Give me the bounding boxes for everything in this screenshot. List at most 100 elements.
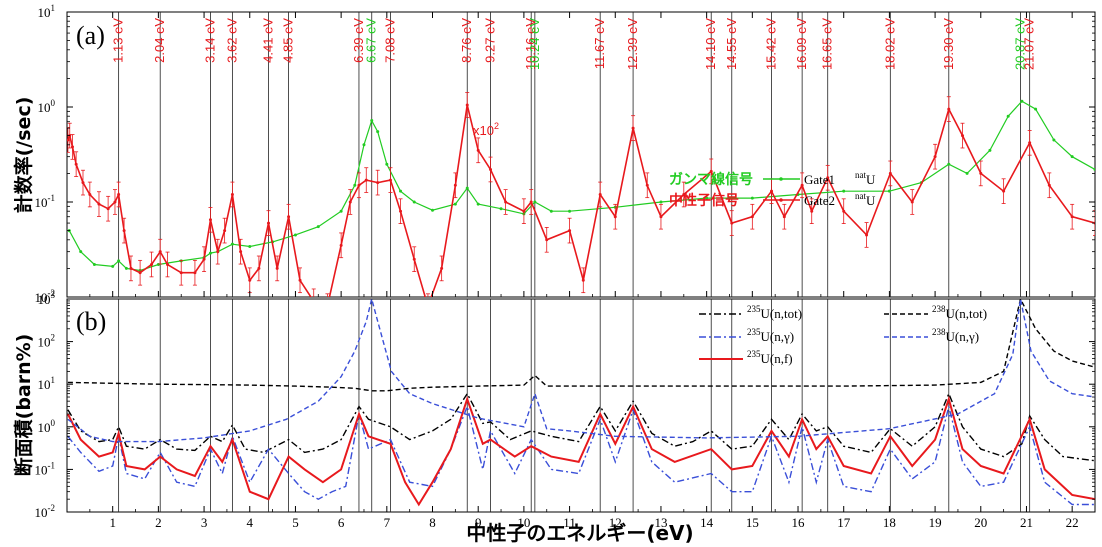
legend-b-name: U(n,tot) [761, 306, 803, 321]
series-a-point-1 [208, 218, 212, 222]
series-a-point-1 [239, 250, 243, 254]
series-a-point-1 [357, 183, 361, 187]
series-a-point-1 [257, 266, 261, 270]
series-a-point-1 [97, 202, 101, 206]
series-a-point-1 [522, 209, 526, 213]
series-a-point-0 [385, 162, 389, 166]
tick-exp: -2 [48, 288, 56, 298]
series-b-line-4 [67, 299, 1095, 443]
series-a-point-1 [122, 229, 126, 233]
series-a-point-0 [362, 143, 366, 147]
x-tick-label-4: 5 [292, 515, 299, 530]
series-a-point-1 [1070, 215, 1074, 219]
series-a-point-1 [275, 266, 279, 270]
series-a-point-0 [887, 189, 891, 193]
series-a-point-1 [113, 200, 117, 204]
series-a-point-1 [598, 192, 602, 196]
x-tick-label-3: 4 [247, 515, 254, 530]
x-tick-label-17: 18 [883, 515, 896, 530]
x-tick-label-1: 2 [155, 515, 162, 530]
x-tick-label-10: 11 [563, 515, 576, 530]
panel-b-label: (b) [76, 307, 106, 336]
series-a-point-0 [453, 202, 457, 206]
legend-b-label-4: 238U(n,γ) [932, 327, 979, 344]
series-a-point-1 [476, 148, 480, 152]
series-a-point-0 [1052, 138, 1056, 142]
series-a-point-1 [67, 138, 70, 142]
series-b-line-1 [67, 404, 1095, 506]
resonance-label-23: 21.07 eV [1022, 18, 1037, 70]
x-tick-label-15: 16 [792, 515, 806, 530]
resonance-label-15: 14.10 eV [703, 18, 718, 70]
series-a-point-1 [158, 250, 162, 254]
b-tick-label-4: 102 [38, 333, 56, 350]
x-tick-label-18: 19 [929, 515, 942, 530]
series-a-point-0 [705, 196, 709, 200]
panel-b-series [67, 299, 1095, 507]
series-b-line-0 [67, 391, 1095, 462]
series-a-point-1 [193, 271, 197, 275]
series-a-point-1 [216, 250, 220, 254]
series-a-point-0 [376, 130, 380, 134]
series-a-point-0 [156, 262, 160, 266]
a-tick-label-0: 10-2 [35, 288, 56, 305]
panel-b-frame [66, 298, 1096, 513]
series-a-point-0 [399, 189, 403, 193]
resonance-label-22: 20.87 eV [1013, 18, 1028, 70]
resonance-label-3: 3.62 eV [224, 18, 239, 63]
series-a-point-0 [412, 200, 416, 204]
series-a-point-1 [826, 176, 830, 180]
series-a-point-0 [965, 171, 969, 175]
series-a-point-0 [1070, 155, 1074, 159]
series-a-point-1 [568, 229, 572, 233]
series-a-point-0 [124, 266, 128, 270]
series-a-point-1 [364, 178, 368, 182]
series-a-point-1 [800, 183, 804, 187]
b-tick-label-1: 10-1 [35, 460, 56, 477]
series-a-point-0 [111, 264, 115, 268]
panel-a-y-axis-title: 計数率(/sec) [12, 97, 35, 214]
legend-b-name: U(n,tot) [946, 306, 988, 321]
panel-b-y-axis-title: 断面積(barn%) [12, 334, 35, 477]
tick-base: 10 [38, 100, 51, 115]
series-a-point-1 [150, 262, 154, 266]
series-a-point-1 [659, 215, 663, 219]
legend-b-name: U(n,γ) [761, 329, 795, 344]
tick-exp: -2 [48, 503, 56, 513]
legend-a-name-1: 中性子信号 [669, 192, 739, 209]
series-a-point-1 [529, 200, 533, 204]
series-a-point-1 [489, 167, 493, 171]
legend-a-marker-0 [779, 177, 783, 181]
series-a-point-0 [316, 225, 320, 229]
a-tick-label-3: 101 [38, 3, 56, 20]
x-tick-label-9: 10 [517, 515, 530, 530]
series-a-point-1 [581, 278, 585, 282]
legend-b-sup: 235 [747, 304, 761, 314]
x-tick-label-20: 21 [1020, 515, 1033, 530]
tick-exp: 3 [51, 290, 56, 300]
panel-a-frame [66, 11, 1096, 298]
panel-b-legend: 235U(n,tot)235U(n,γ)235U(n,f)238U(n,tot)… [699, 304, 987, 366]
series-a-point-1 [223, 229, 227, 233]
series-a-point-1 [865, 233, 869, 237]
series-a-point-1 [348, 200, 352, 204]
series-a-point-0 [370, 119, 374, 123]
x-tick-label-7: 8 [429, 515, 436, 530]
series-a-point-1 [613, 215, 617, 219]
legend-b-label-0: 235U(n,tot) [747, 304, 802, 321]
resonance-label-11: 10.16 eV [523, 18, 538, 70]
tick-exp: 0 [51, 418, 56, 428]
series-a-point-1 [910, 200, 914, 204]
legend-b-name: U(n,f) [761, 351, 793, 366]
tick-exp: 1 [51, 375, 56, 385]
series-a-point-1 [88, 192, 92, 196]
resonance-label-10: 9.27 eV [483, 18, 498, 63]
tick-exp: 2 [51, 333, 56, 343]
series-a-point-1 [810, 209, 814, 213]
series-a-point-0 [79, 250, 83, 254]
tick-base: 10 [38, 5, 51, 20]
legend-a-detail-1: Gate2 [804, 193, 835, 208]
series-a-point-1 [961, 134, 965, 138]
